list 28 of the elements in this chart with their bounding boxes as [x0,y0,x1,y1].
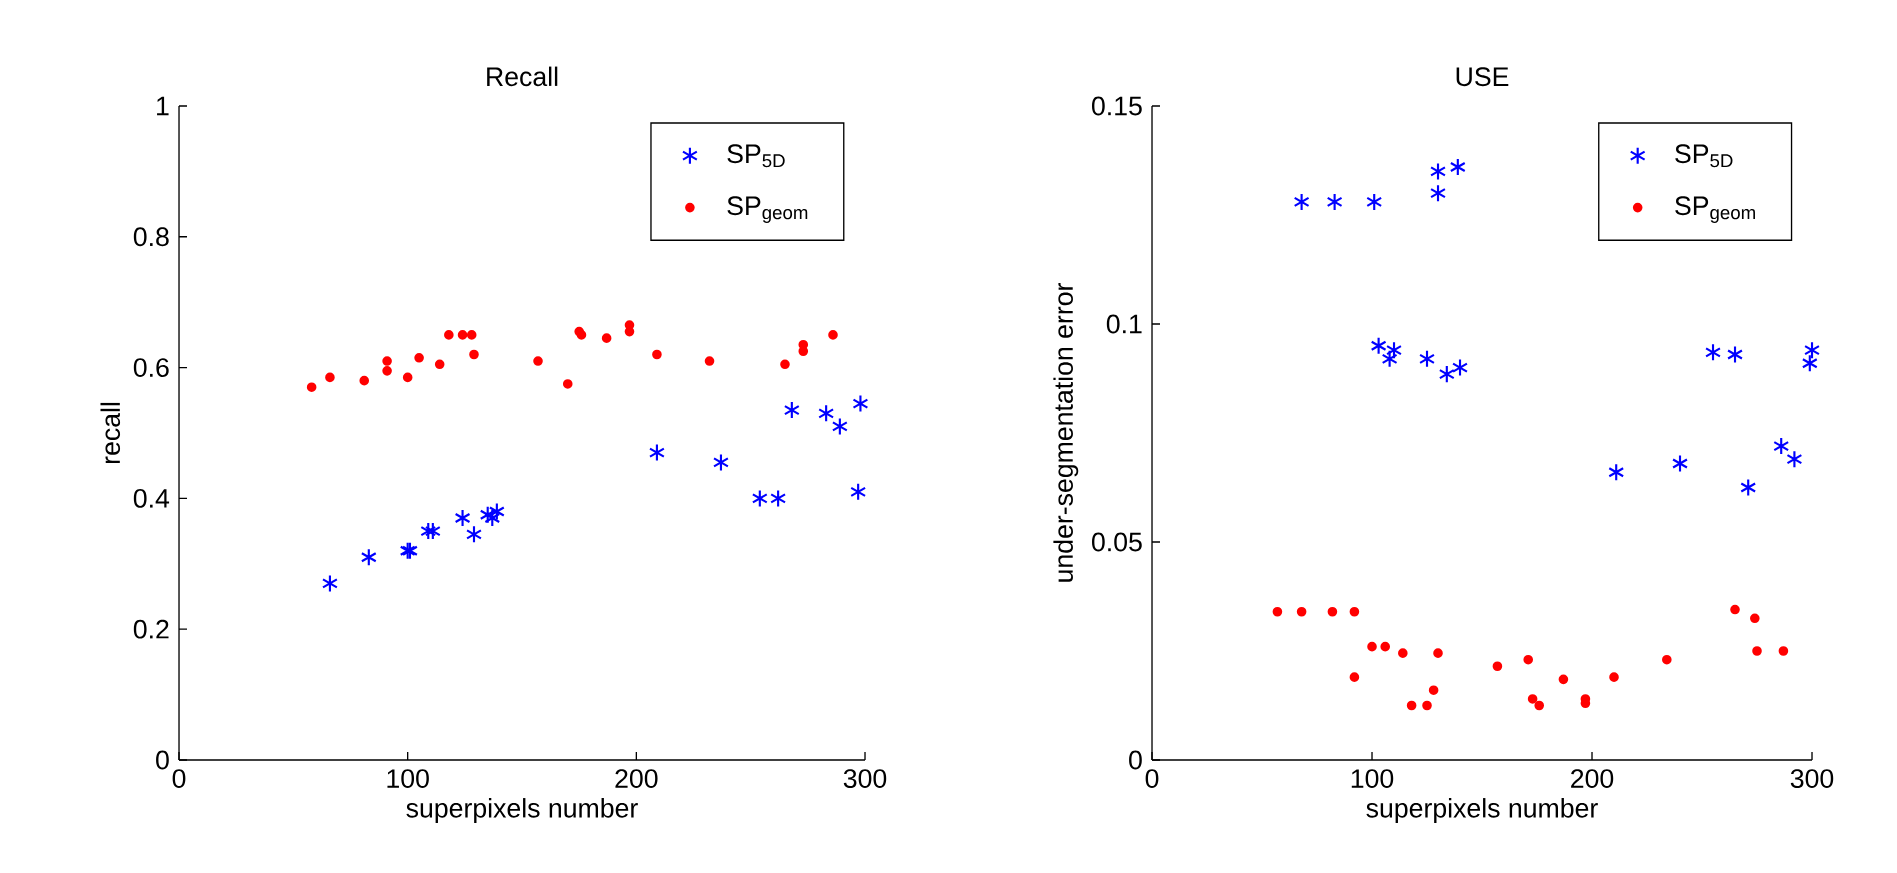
x-tick-label: 100 [387,769,429,789]
y-axis-title: recall [100,402,121,464]
y-tick-label: 0.05 [1092,532,1142,552]
x-axis-title: superpixels number [406,798,638,823]
legend-label: SP$_{5D}$ [1675,144,1733,168]
legend-label: SP$_{geom}$ [727,196,808,223]
x-tick-label: 0 [1145,769,1159,789]
x-tick-label: 200 [1571,769,1614,789]
y-tick-label: 0.6 [133,358,169,378]
y-tick-label: 0.1 [1106,314,1142,334]
x-tick-label: 300 [843,769,887,789]
x-axis-title: superpixels number [1366,798,1598,823]
legend-label: SP$_{5D}$ [727,144,785,168]
y-tick-label: 0.15 [1092,96,1142,116]
y-tick-label: 1 [157,96,169,116]
y-tick-label: 0.8 [133,227,169,247]
x-tick-label: 300 [1790,769,1834,789]
y-axis-title: under-segmentation error [1053,283,1079,582]
y-tick-label: 0.4 [133,488,170,508]
y-tick-label: 0 [1129,750,1142,770]
chart-title: Recall [487,66,558,87]
x-tick-label: 0 [172,769,186,789]
y-tick-label: 0.2 [133,619,169,639]
x-tick-label: 200 [615,769,658,789]
legend-label: SP$_{geom}$ [1675,196,1755,223]
x-tick-label: 100 [1351,769,1394,789]
y-tick-label: 0 [156,750,169,770]
chart-title: USE [1456,67,1509,87]
